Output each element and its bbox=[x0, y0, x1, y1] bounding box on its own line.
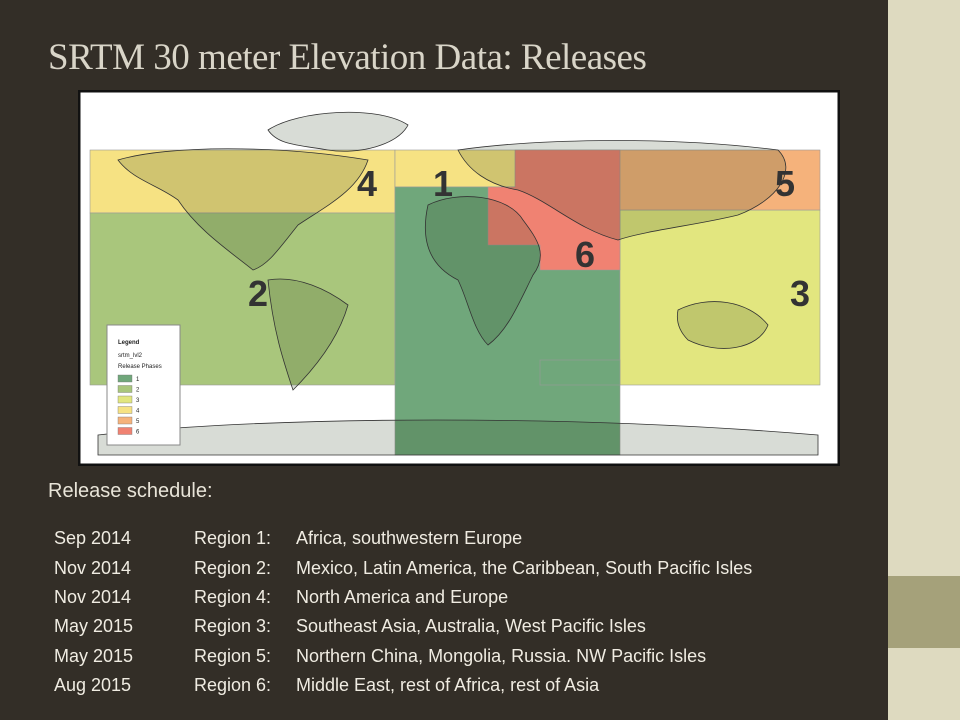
schedule-row: Aug 2015 Region 6: Middle East, rest of Af… bbox=[50, 671, 752, 700]
region-name: Region 2: bbox=[194, 557, 272, 578]
schedule-row: May 2015 Region 3: Southeast Asia, Austral… bbox=[50, 612, 752, 641]
region-description: Southeast Asia, Australia, West Pacific … bbox=[296, 616, 646, 637]
schedule-caption: Release schedule: bbox=[48, 480, 213, 502]
slide-title: SRTM 30 meter Elevation Data: Releases bbox=[48, 37, 647, 78]
region-label: 1 bbox=[433, 163, 453, 204]
legend-label: 5 bbox=[136, 419, 140, 425]
region-label: 4 bbox=[357, 163, 377, 204]
region-description: Africa, southwestern Europe bbox=[296, 528, 523, 549]
legend-label: 3 bbox=[136, 398, 140, 404]
region-label: 3 bbox=[790, 273, 810, 314]
legend-layer: srtm_lvl2 bbox=[118, 353, 143, 359]
region-name: Region 3: bbox=[194, 616, 272, 637]
region-label: 6 bbox=[575, 234, 595, 275]
region-name: Region 4: bbox=[194, 586, 272, 607]
release-date: Aug 2015 bbox=[54, 675, 132, 696]
release-date: May 2015 bbox=[54, 616, 134, 637]
legend-label: 4 bbox=[136, 409, 140, 415]
schedule-row: Nov 2014 Region 4: North America and Europ… bbox=[50, 583, 752, 612]
legend-field: Release Phases bbox=[118, 364, 162, 370]
region-label: 5 bbox=[775, 163, 795, 204]
legend-swatch bbox=[117, 416, 133, 425]
release-date: Nov 2014 bbox=[54, 557, 132, 578]
release-date: May 2015 bbox=[54, 645, 134, 666]
legend-swatch bbox=[117, 374, 133, 383]
legend-label: 1 bbox=[136, 377, 140, 383]
release-date: Sep 2014 bbox=[54, 528, 132, 549]
legend-label: 2 bbox=[136, 388, 140, 394]
map-legend: Legend srtm_lvl2 Release Phases 1 2 3 4 5 6 bbox=[106, 324, 181, 446]
schedule-row: Sep 2014 Region 1: Africa, southwestern Eu… bbox=[50, 524, 752, 553]
side-accent bbox=[888, 576, 960, 648]
legend-swatch bbox=[117, 427, 133, 435]
schedule-table: Sep 2014 Region 1: Africa, southwestern Eu… bbox=[50, 524, 752, 700]
region-description: Mexico, Latin America, the Caribbean, So… bbox=[296, 557, 753, 578]
schedule-row: May 2015 Region 5: Northern China, Mongoli… bbox=[50, 642, 752, 671]
legend-swatch bbox=[117, 406, 133, 414]
legend-swatch bbox=[117, 385, 133, 393]
legend-title: Legend bbox=[118, 340, 140, 346]
schedule-row: Nov 2014 Region 2: Mexico, Latin America, … bbox=[50, 553, 752, 582]
region-name: Region 1: bbox=[194, 528, 272, 549]
legend-label: 6 bbox=[136, 430, 140, 436]
map-image: 1 2 3 4 5 6 Legend srtm_lvl2 Release Pha… bbox=[78, 90, 840, 466]
region-name: Region 5: bbox=[194, 645, 272, 666]
region-description: Northern China, Mongolia, Russia. NW Pac… bbox=[296, 645, 707, 666]
legend-swatch bbox=[117, 395, 133, 404]
region-label: 2 bbox=[248, 273, 268, 314]
region-name: Region 6: bbox=[194, 675, 272, 696]
region-description: Middle East, rest of Africa, rest of Asi… bbox=[296, 675, 600, 696]
region-description: North America and Europe bbox=[296, 586, 509, 607]
release-date: Nov 2014 bbox=[54, 586, 132, 607]
